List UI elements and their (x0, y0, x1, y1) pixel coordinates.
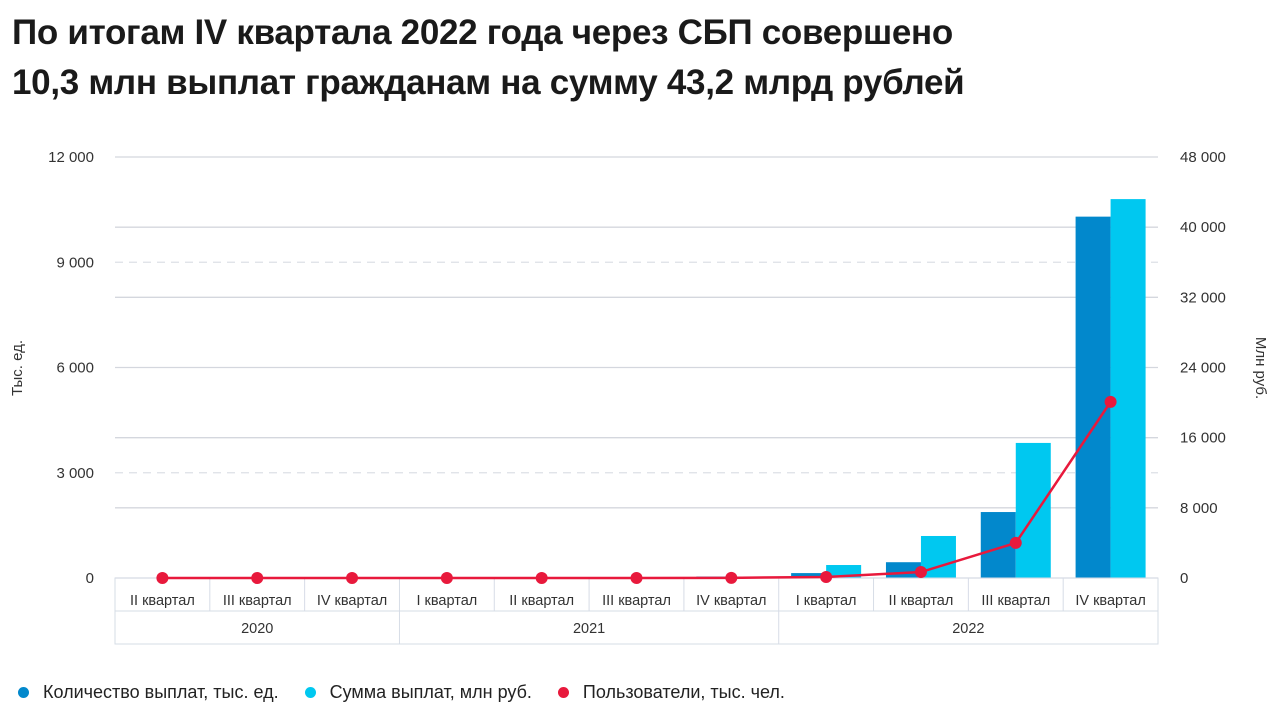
category-label: III квартал (223, 593, 292, 609)
category-label: II квартал (509, 593, 574, 609)
left-tick-label: 3 000 (56, 465, 94, 482)
left-tick-label: 0 (86, 570, 94, 587)
year-label: 2021 (573, 621, 605, 637)
year-label: 2022 (952, 621, 984, 637)
bar-sum (1015, 442, 1051, 578)
category-label: III квартал (602, 593, 671, 609)
users-line (162, 401, 1112, 580)
users-point (820, 570, 833, 583)
left-tick-label: 9 000 (56, 254, 94, 271)
category-label: IV квартал (317, 593, 387, 609)
category-label: II квартал (130, 593, 195, 609)
bar-count (791, 573, 827, 578)
legend-dot-icon (557, 687, 569, 698)
category-label: III квартал (981, 593, 1050, 609)
users-point (535, 572, 548, 584)
right-tick-label: 40 000 (1180, 219, 1226, 236)
right-axis-label: Млн руб. (1252, 337, 1269, 399)
left-tick-label: 6 000 (56, 360, 94, 377)
users-point (725, 571, 738, 584)
users-point (1009, 536, 1022, 549)
right-tick-label: 32 000 (1180, 289, 1226, 306)
legend-dot-icon (304, 687, 316, 698)
users-point (251, 572, 264, 584)
legend-label: Пользователи, тыс. чел. (582, 682, 785, 702)
users-point (1104, 395, 1117, 408)
right-tick-label: 16 000 (1180, 430, 1226, 447)
category-label: I квартал (796, 593, 857, 609)
category-label: IV квартал (696, 593, 766, 609)
legend: Количество выплат, тыс. ед. Сумма выплат,… (18, 682, 811, 703)
users-point (630, 571, 643, 584)
right-tick-label: 24 000 (1180, 360, 1226, 377)
legend-label: Количество выплат, тыс. ед. (43, 682, 279, 702)
legend-dot-icon (18, 687, 29, 698)
left-axis-label: Тыс. ед. (9, 340, 26, 396)
users-point (346, 572, 359, 584)
year-label: 2020 (241, 621, 273, 637)
left-tick-label: 12 000 (48, 149, 94, 166)
bar-count (1075, 216, 1111, 578)
chart-title: По итогам IV квартала 2022 года через СБ… (12, 13, 965, 102)
right-tick-label: 8 000 (1180, 500, 1218, 517)
legend-item: Пользователи, тыс. чел. (557, 682, 785, 703)
legend-item: Сумма выплат, млн руб. (304, 682, 532, 703)
category-label: I квартал (416, 593, 477, 609)
legend-label: Сумма выплат, млн руб. (329, 682, 532, 702)
users-point (440, 572, 453, 584)
legend-item: Количество выплат, тыс. ед. (18, 682, 279, 703)
users-point (914, 566, 927, 579)
category-label: II квартал (889, 593, 954, 609)
bar-sum (1110, 199, 1146, 578)
right-tick-label: 0 (1180, 570, 1188, 587)
category-label: IV квартал (1075, 593, 1145, 609)
right-tick-label: 48 000 (1180, 149, 1226, 166)
users-point (156, 572, 169, 584)
